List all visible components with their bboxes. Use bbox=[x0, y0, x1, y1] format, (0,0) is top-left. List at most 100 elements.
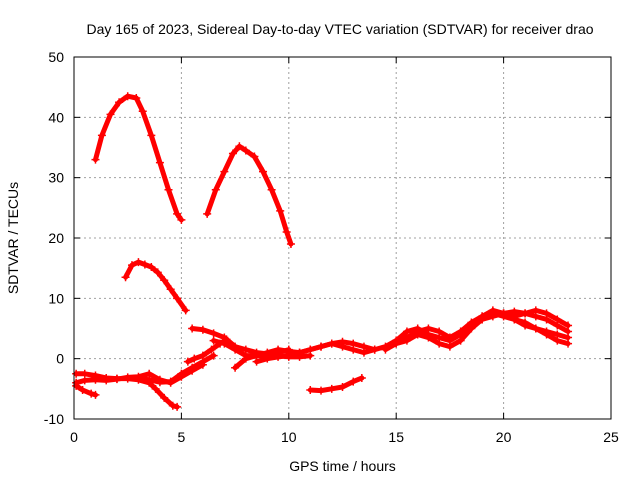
data-point bbox=[151, 384, 160, 393]
data-point bbox=[145, 375, 154, 384]
data-point bbox=[97, 131, 106, 140]
data-point bbox=[317, 342, 326, 351]
data-point bbox=[166, 377, 175, 386]
data-point bbox=[72, 381, 81, 390]
data-point bbox=[241, 354, 250, 363]
data-point bbox=[173, 209, 182, 218]
data-point bbox=[510, 307, 519, 316]
data-point bbox=[456, 336, 465, 345]
data-point bbox=[112, 375, 121, 384]
chart-title: Day 165 of 2023, Sidereal Day-to-day VTE… bbox=[86, 21, 593, 37]
x-axis-label: GPS time / hours bbox=[289, 458, 396, 474]
series-arc-f bbox=[72, 381, 100, 399]
data-point bbox=[295, 348, 304, 357]
data-point bbox=[134, 373, 143, 382]
data-point bbox=[132, 94, 141, 103]
data-point bbox=[259, 167, 268, 176]
data-point bbox=[338, 383, 347, 392]
data-point bbox=[173, 402, 182, 411]
data-point bbox=[564, 333, 573, 342]
series-band bbox=[123, 259, 189, 313]
x-tick-label: 25 bbox=[603, 429, 619, 445]
data-point bbox=[190, 354, 199, 363]
data-point bbox=[78, 386, 87, 395]
data-point bbox=[106, 110, 115, 119]
data-point bbox=[435, 339, 444, 348]
x-tick-label: 20 bbox=[496, 429, 512, 445]
x-tick-label: 0 bbox=[70, 429, 78, 445]
x-tick-label: 10 bbox=[281, 429, 297, 445]
data-point bbox=[115, 98, 124, 107]
data-point bbox=[357, 373, 366, 382]
data-point bbox=[413, 327, 422, 336]
data-point bbox=[306, 345, 315, 354]
data-point bbox=[542, 309, 551, 318]
data-point bbox=[168, 401, 177, 410]
data-point bbox=[317, 386, 326, 395]
data-point bbox=[338, 342, 347, 351]
data-point bbox=[134, 258, 143, 267]
data-point bbox=[209, 329, 218, 338]
data-point bbox=[203, 209, 212, 218]
data-point bbox=[80, 376, 89, 385]
data-point bbox=[424, 324, 433, 333]
data-point bbox=[123, 92, 132, 101]
data-point bbox=[209, 336, 218, 345]
data-point bbox=[564, 321, 573, 330]
data-point bbox=[228, 149, 237, 158]
axis-ticks: 0 5 10 15 20 25 -10 0 10 20 30 40 50 bbox=[44, 49, 619, 445]
data-point bbox=[306, 386, 315, 395]
data-point bbox=[286, 240, 295, 249]
data-point bbox=[91, 375, 100, 384]
y-tick-label: -10 bbox=[44, 411, 64, 427]
data-point bbox=[231, 345, 240, 354]
data-point bbox=[445, 342, 454, 351]
data-point bbox=[91, 155, 100, 164]
data-point bbox=[198, 325, 207, 334]
y-tick-label: 30 bbox=[48, 170, 64, 186]
data-point bbox=[521, 309, 530, 318]
data-point bbox=[478, 315, 487, 324]
data-point bbox=[220, 339, 229, 348]
data-point bbox=[435, 327, 444, 336]
data-point bbox=[327, 339, 336, 348]
data-point bbox=[188, 324, 197, 333]
y-tick-label: 0 bbox=[56, 351, 64, 367]
data-point bbox=[72, 369, 81, 378]
data-point bbox=[531, 324, 540, 333]
data-point bbox=[177, 369, 186, 378]
data-point bbox=[327, 384, 336, 393]
data-point bbox=[359, 348, 368, 357]
series-arc-b bbox=[203, 142, 295, 249]
series-arc-a bbox=[91, 92, 186, 224]
data-point bbox=[263, 354, 272, 363]
data-point bbox=[140, 260, 149, 269]
series-arc-l bbox=[252, 339, 379, 366]
data-point bbox=[220, 167, 229, 176]
data-point bbox=[231, 363, 240, 372]
series-arc-m bbox=[306, 373, 366, 395]
data-point bbox=[274, 352, 283, 361]
data-point bbox=[235, 142, 244, 151]
data-point bbox=[456, 327, 465, 336]
y-axis-label: SDTVAR / TECUs bbox=[5, 182, 21, 294]
data-point bbox=[211, 185, 220, 194]
data-point bbox=[181, 306, 190, 315]
data-point bbox=[282, 227, 291, 236]
data-point bbox=[445, 333, 454, 342]
data-point bbox=[138, 107, 147, 116]
data-point bbox=[531, 306, 540, 315]
data-point bbox=[521, 321, 530, 330]
y-tick-label: 20 bbox=[48, 230, 64, 246]
data-point bbox=[153, 268, 162, 277]
data-point bbox=[160, 393, 169, 402]
data-point bbox=[102, 376, 111, 385]
data-point bbox=[160, 276, 169, 285]
data-point bbox=[252, 357, 261, 366]
data-point bbox=[267, 185, 276, 194]
x-tick-label: 5 bbox=[178, 429, 186, 445]
data-point bbox=[499, 309, 508, 318]
data-point bbox=[147, 262, 156, 271]
